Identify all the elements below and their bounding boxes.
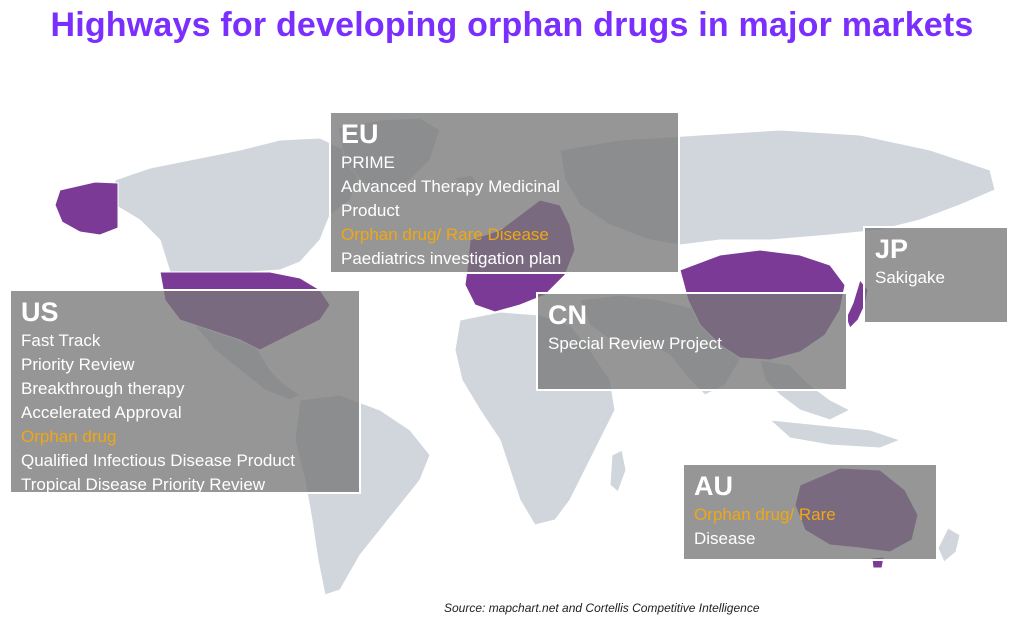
region-item: Breakthrough therapy — [21, 379, 185, 398]
region-item: Advanced Therapy Medicinal — [341, 177, 560, 196]
region-code-us: US — [21, 297, 59, 327]
region-code-jp: JP — [875, 234, 909, 264]
region-item: Qualified Infectious Disease Product — [21, 451, 296, 470]
region-box-us: US Fast Track Priority Review Breakthrou… — [9, 289, 361, 494]
region-item-orphan: Orphan drug/ Rare Disease — [341, 225, 549, 244]
region-item: Paediatrics investigation plan — [341, 249, 562, 268]
land-new-zealand — [937, 527, 961, 563]
region-item: PRIME — [341, 153, 395, 172]
region-item-orphan: Orphan drug — [21, 427, 117, 446]
region-item: Fast Track — [21, 331, 101, 350]
region-code-cn: CN — [548, 300, 587, 330]
region-item: Special Review Project — [548, 334, 722, 353]
region-box-jp: JP Sakigake — [863, 226, 1009, 324]
region-code-eu: EU — [341, 119, 379, 149]
region-box-au: AU Orphan drug/ Rare Disease — [682, 463, 938, 561]
land-indonesia — [768, 419, 902, 449]
region-box-eu: EU PRIME Advanced Therapy Medicinal Prod… — [329, 111, 680, 274]
source-note: Source: mapchart.net and Cortellis Compe… — [444, 601, 760, 615]
region-item-orphan: Orphan drug/ Rare — [694, 505, 836, 524]
land-madagascar — [609, 449, 627, 493]
region-code-au: AU — [694, 471, 733, 501]
region-item: Priority Review — [21, 355, 135, 374]
region-box-cn: CN Special Review Project — [536, 292, 848, 391]
land-canada — [114, 137, 361, 273]
region-item: Sakigake — [875, 268, 945, 287]
region-item: Accelerated Approval — [21, 403, 182, 422]
page-title: Highways for developing orphan drugs in … — [50, 6, 974, 44]
region-item: Disease — [694, 529, 756, 548]
region-item: Tropical Disease Priority Review — [21, 475, 266, 494]
region-item: Product — [341, 201, 400, 220]
land-alaska — [54, 181, 119, 236]
